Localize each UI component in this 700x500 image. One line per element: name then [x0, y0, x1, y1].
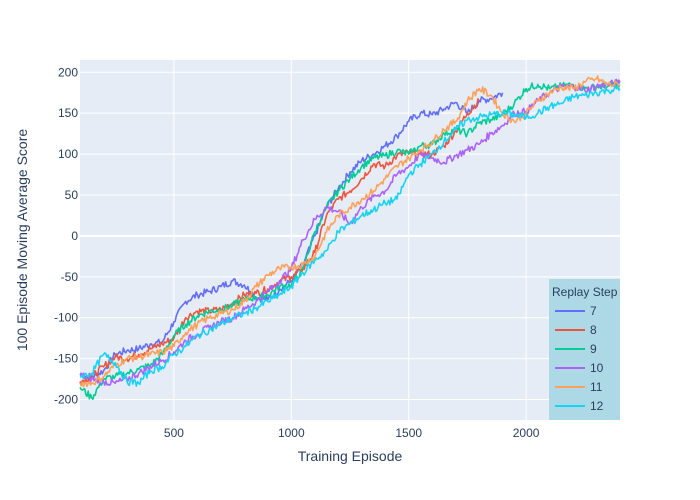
plot-background: [80, 60, 620, 420]
y-axis-title: 100 Episode Moving Average Score: [14, 129, 30, 352]
series-line-7: [79, 92, 504, 380]
series-lines: [79, 75, 621, 400]
y-gridlines: [80, 71, 620, 401]
x-axis-title: Training Episode: [298, 448, 403, 464]
y-tick-label: -150: [54, 352, 78, 366]
y-tick-label: 100: [58, 147, 78, 161]
x-tick-label: 1500: [395, 426, 422, 440]
y-tick-label: -100: [54, 311, 78, 325]
y-tick-labels: -200 -150 -100 -50 0 50 100 150 200: [54, 65, 78, 406]
x-tick-label: 500: [164, 426, 184, 440]
x-tick-label: 2000: [513, 426, 540, 440]
y-tick-label: 150: [58, 106, 78, 120]
y-tick-label: -200: [54, 393, 78, 407]
series-line-11: [79, 75, 621, 388]
x-tick-label: 1000: [278, 426, 305, 440]
x-tick-labels: 500 1000 1500 2000: [164, 426, 540, 440]
legend-label-11: 11: [590, 380, 603, 394]
legend-label-7: 7: [590, 304, 597, 318]
y-tick-label: 200: [58, 65, 78, 79]
legend-title: Replay Step: [552, 285, 618, 299]
series-line-12: [79, 85, 621, 387]
legend-label-8: 8: [590, 323, 597, 337]
y-tick-label: 0: [71, 229, 78, 243]
legend-label-10: 10: [590, 361, 604, 375]
y-tick-label: 50: [65, 188, 79, 202]
legend: Replay Step 7 8 9 10 11 12: [549, 279, 620, 420]
y-tick-label: -50: [61, 270, 79, 284]
series-line-9: [79, 80, 621, 400]
legend-label-9: 9: [590, 342, 597, 356]
legend-label-12: 12: [590, 399, 604, 413]
